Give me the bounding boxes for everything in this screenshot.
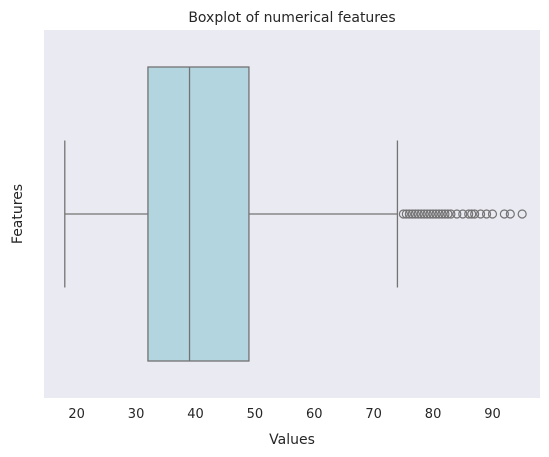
x-axis-ticks: 20 30 40 50 60 70 80 90 xyxy=(68,407,500,422)
boxplot xyxy=(64,66,527,362)
outlier-point-7 xyxy=(419,209,429,219)
x-axis-label: Values xyxy=(269,432,315,448)
outlier-point-9 xyxy=(425,209,435,219)
x-tick-label-4: 60 xyxy=(306,407,323,422)
outlier-point-19 xyxy=(464,209,474,219)
x-tick-label-2: 40 xyxy=(187,407,204,422)
outlier-point-3 xyxy=(407,209,417,219)
outlier-point-27 xyxy=(517,209,527,219)
outlier-point-0 xyxy=(398,209,408,219)
outliers xyxy=(398,209,527,219)
outlier-point-16 xyxy=(446,209,456,219)
outlier-point-12 xyxy=(434,209,444,219)
outlier-point-23 xyxy=(481,209,492,219)
x-tick-label-6: 80 xyxy=(425,407,442,422)
outlier-point-15 xyxy=(443,209,453,219)
outlier-point-26 xyxy=(505,209,515,219)
outlier-point-21 xyxy=(470,209,480,219)
outlier-point-13 xyxy=(437,209,447,219)
outlier-point-8 xyxy=(422,209,432,219)
y-axis-label: Features xyxy=(10,184,26,244)
outlier-point-20 xyxy=(467,209,477,219)
outlier-point-25 xyxy=(499,209,509,219)
chart-title: Boxplot of numerical features xyxy=(188,10,395,26)
interquartile-box xyxy=(147,66,250,362)
outlier-point-4 xyxy=(410,209,420,219)
outlier-point-10 xyxy=(428,209,438,219)
outlier-point-5 xyxy=(413,209,423,219)
outlier-point-22 xyxy=(475,209,486,219)
outlier-point-2 xyxy=(404,209,414,219)
outlier-point-17 xyxy=(452,209,462,219)
x-tick-label-5: 70 xyxy=(365,407,382,422)
outlier-point-6 xyxy=(416,209,426,219)
outlier-point-24 xyxy=(487,209,498,219)
x-tick-label-1: 30 xyxy=(128,407,145,422)
outlier-point-14 xyxy=(440,209,450,219)
x-tick-label-3: 50 xyxy=(247,407,264,422)
outlier-point-18 xyxy=(458,209,468,219)
outlier-point-1 xyxy=(401,209,411,219)
outlier-point-11 xyxy=(431,209,441,219)
x-tick-label-0: 20 xyxy=(68,407,85,422)
x-tick-label-7: 90 xyxy=(484,407,501,422)
